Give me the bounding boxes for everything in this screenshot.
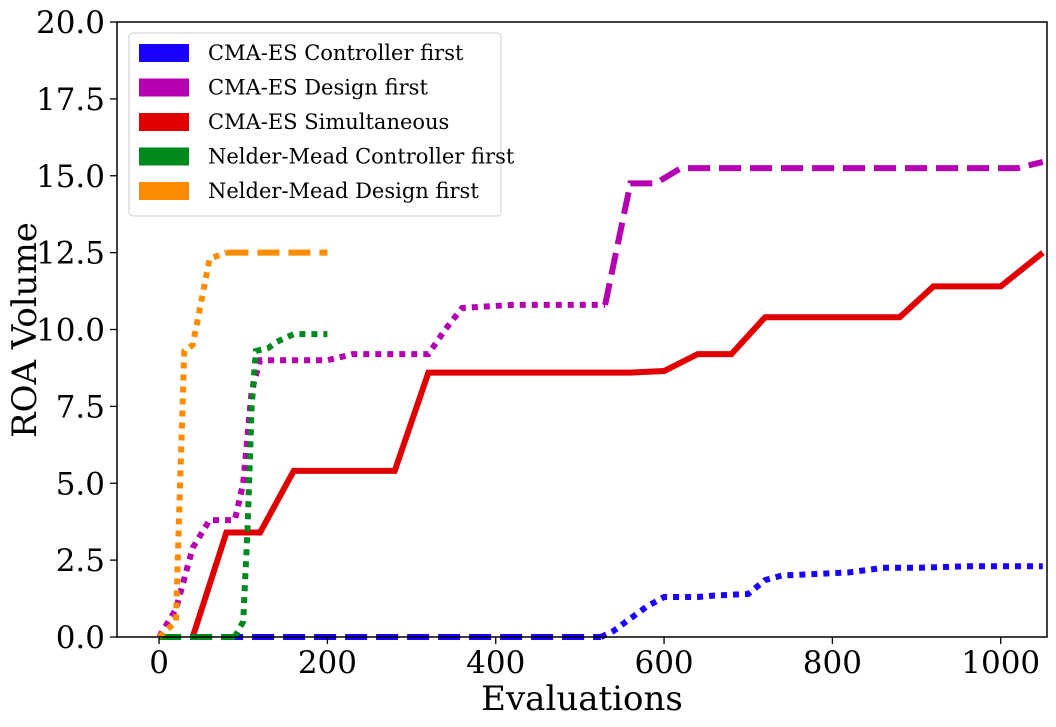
y-tick-label: 5.0 (56, 466, 105, 502)
legend: CMA-ES Controller first CMA-ES Design fir… (128, 32, 515, 217)
series-segment (602, 158, 1044, 306)
x-axis: 0 200 400 600 800 1000 (149, 637, 1040, 681)
y-tick-label: 15.0 (36, 159, 105, 195)
x-tick-label: 400 (466, 645, 525, 681)
series-segment (599, 563, 1043, 640)
y-axis-label: ROA Volume (5, 222, 45, 438)
series-line (189, 250, 1045, 638)
series-line (156, 158, 1044, 639)
legend-swatch (139, 78, 189, 97)
y-tick-label: 12.5 (36, 236, 105, 272)
legend-frame (128, 32, 502, 217)
legend-swatch (139, 182, 189, 200)
legend-swatch (139, 147, 189, 166)
series-line (157, 249, 328, 640)
series-segment (232, 331, 328, 639)
x-tick-label: 0 (149, 645, 169, 681)
legend-swatch (139, 113, 189, 131)
y-tick-label: 17.5 (36, 82, 105, 118)
legend-entry: CMA-ES Simultaneous (208, 110, 449, 134)
y-tick-label: 2.5 (56, 543, 105, 579)
legend-swatch (139, 44, 189, 62)
x-tick-label: 1000 (961, 645, 1040, 681)
legend-entry: Nelder-Mead Design first (208, 179, 479, 203)
y-tick-label: 0.0 (56, 620, 105, 656)
y-axis: 0.0 2.5 5.0 7.5 10.0 12.5 15.0 17.5 20.0 (36, 5, 117, 656)
series-line (159, 563, 1043, 640)
x-tick-label: 800 (803, 645, 862, 681)
x-tick-label: 200 (298, 645, 357, 681)
legend-entry: Nelder-Mead Controller first (208, 145, 515, 169)
legend-entry: CMA-ES Controller first (208, 41, 464, 65)
series-segment (157, 249, 228, 640)
y-tick-label: 7.5 (56, 389, 105, 425)
y-tick-label: 20.0 (36, 5, 105, 41)
series-layer (156, 158, 1045, 640)
x-axis-label: Evaluations (481, 679, 683, 719)
legend-entry: CMA-ES Design first (208, 76, 428, 100)
series-segment (189, 250, 1045, 638)
x-tick-label: 600 (634, 645, 693, 681)
y-tick-label: 10.0 (36, 313, 105, 349)
